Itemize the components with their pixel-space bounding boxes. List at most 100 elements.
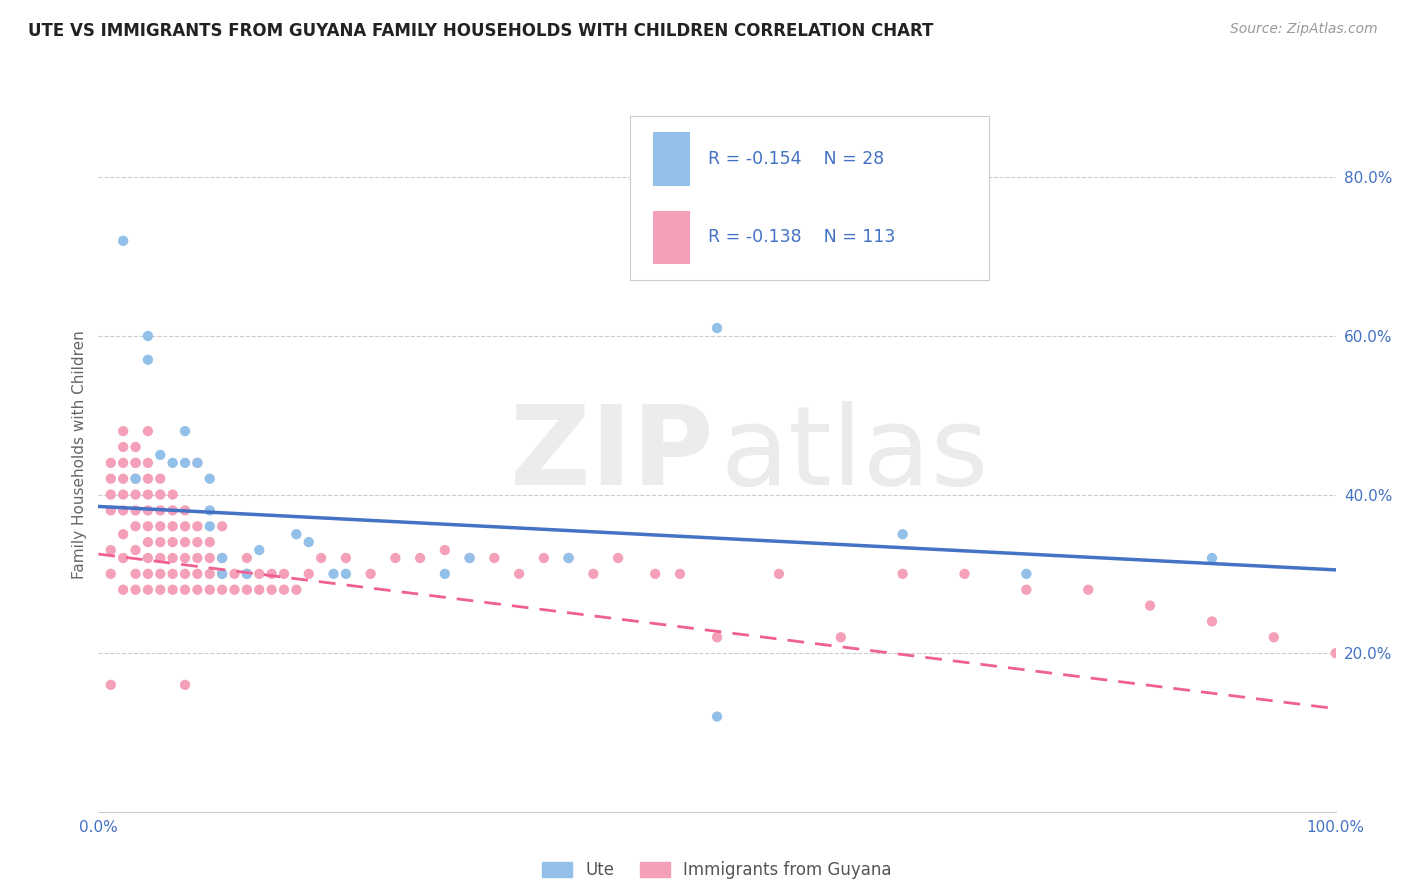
- Point: [186, 519, 208, 533]
- Point: [322, 566, 344, 581]
- Point: [149, 448, 172, 462]
- Point: [533, 551, 555, 566]
- Point: [112, 234, 135, 248]
- Point: [582, 566, 605, 581]
- Point: [211, 566, 233, 581]
- Text: UTE VS IMMIGRANTS FROM GUYANA FAMILY HOUSEHOLDS WITH CHILDREN CORRELATION CHART: UTE VS IMMIGRANTS FROM GUYANA FAMILY HOU…: [28, 22, 934, 40]
- Point: [100, 566, 122, 581]
- Point: [162, 487, 184, 501]
- Point: [100, 503, 122, 517]
- Point: [557, 551, 579, 566]
- Point: [174, 519, 197, 533]
- Point: [186, 582, 208, 597]
- Point: [136, 551, 159, 566]
- Point: [174, 566, 197, 581]
- Point: [260, 582, 283, 597]
- Point: [186, 456, 208, 470]
- Point: [136, 424, 159, 438]
- Point: [162, 551, 184, 566]
- Point: [1015, 582, 1038, 597]
- Point: [162, 582, 184, 597]
- Point: [236, 582, 259, 597]
- Point: [186, 566, 208, 581]
- Point: [149, 472, 172, 486]
- Point: [136, 472, 159, 486]
- Point: [285, 527, 308, 541]
- Point: [112, 487, 135, 501]
- Point: [100, 472, 122, 486]
- Point: [260, 566, 283, 581]
- Point: [458, 551, 481, 566]
- Point: [149, 535, 172, 549]
- Point: [100, 487, 122, 501]
- Point: [360, 566, 382, 581]
- Point: [384, 551, 406, 566]
- Point: [247, 582, 270, 597]
- Point: [112, 472, 135, 486]
- Point: [124, 519, 146, 533]
- Point: [273, 566, 295, 581]
- Point: [198, 535, 221, 549]
- Point: [112, 503, 135, 517]
- FancyBboxPatch shape: [652, 211, 690, 264]
- Point: [149, 503, 172, 517]
- Point: [1015, 566, 1038, 581]
- Point: [174, 678, 197, 692]
- Text: Source: ZipAtlas.com: Source: ZipAtlas.com: [1230, 22, 1378, 37]
- Point: [124, 456, 146, 470]
- Point: [433, 543, 456, 558]
- Point: [124, 472, 146, 486]
- Point: [309, 551, 332, 566]
- Point: [273, 582, 295, 597]
- Point: [607, 551, 630, 566]
- Point: [100, 543, 122, 558]
- Text: atlas: atlas: [721, 401, 990, 508]
- Point: [136, 503, 159, 517]
- Point: [124, 440, 146, 454]
- Point: [112, 582, 135, 597]
- Point: [174, 503, 197, 517]
- Point: [124, 487, 146, 501]
- Point: [557, 551, 579, 566]
- Point: [112, 456, 135, 470]
- Point: [1139, 599, 1161, 613]
- Point: [162, 566, 184, 581]
- Point: [298, 566, 321, 581]
- Point: [198, 582, 221, 597]
- Point: [211, 582, 233, 597]
- Point: [1201, 551, 1223, 566]
- Point: [211, 551, 233, 566]
- Point: [162, 535, 184, 549]
- Point: [174, 551, 197, 566]
- Point: [1077, 582, 1099, 597]
- Point: [706, 630, 728, 644]
- Text: R = -0.154    N = 28: R = -0.154 N = 28: [709, 150, 884, 168]
- Point: [458, 551, 481, 566]
- Point: [136, 487, 159, 501]
- Point: [335, 551, 357, 566]
- Point: [211, 566, 233, 581]
- Point: [1263, 630, 1285, 644]
- FancyBboxPatch shape: [652, 132, 690, 186]
- Legend: Ute, Immigrants from Guyana: Ute, Immigrants from Guyana: [536, 855, 898, 886]
- Point: [174, 582, 197, 597]
- Point: [136, 352, 159, 367]
- Point: [247, 566, 270, 581]
- Point: [149, 582, 172, 597]
- Point: [136, 535, 159, 549]
- Point: [409, 551, 432, 566]
- Point: [198, 566, 221, 581]
- Y-axis label: Family Households with Children: Family Households with Children: [72, 331, 87, 579]
- Point: [433, 566, 456, 581]
- Point: [136, 456, 159, 470]
- Point: [211, 519, 233, 533]
- Point: [335, 566, 357, 581]
- Point: [1324, 646, 1347, 660]
- Point: [162, 519, 184, 533]
- Point: [198, 551, 221, 566]
- Point: [124, 503, 146, 517]
- Point: [198, 519, 221, 533]
- Point: [149, 519, 172, 533]
- Point: [236, 566, 259, 581]
- Point: [298, 535, 321, 549]
